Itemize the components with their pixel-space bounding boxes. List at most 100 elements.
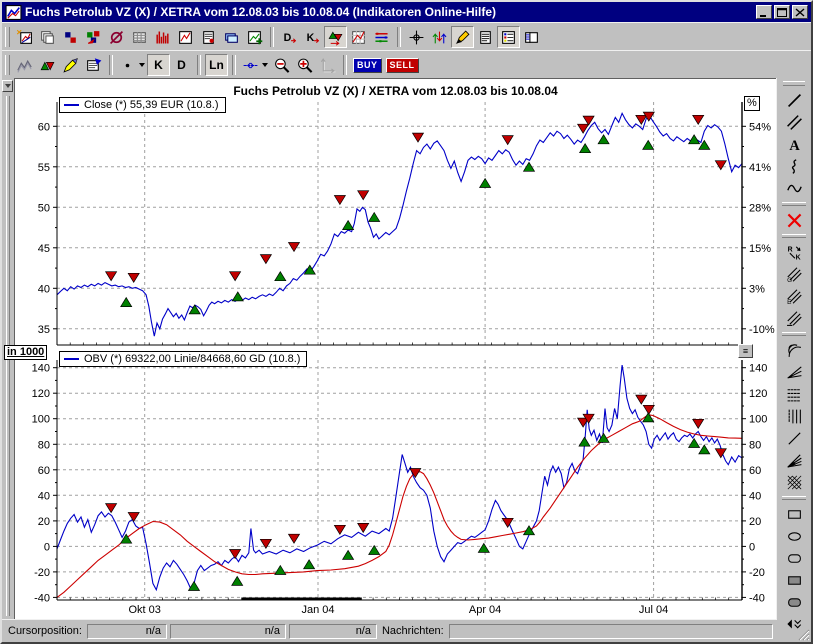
line-sample-icon bbox=[64, 104, 79, 106]
axis-tick-label: 20 bbox=[749, 516, 761, 528]
minimize-button[interactable] bbox=[756, 5, 772, 19]
dropdown-arrow-icon bbox=[262, 63, 268, 67]
buy-button[interactable]: BUY bbox=[351, 54, 384, 76]
axis-tick-label: 55 bbox=[38, 162, 50, 174]
h-zoom-button[interactable] bbox=[240, 54, 270, 76]
arcs-tool-icon[interactable] bbox=[780, 339, 808, 361]
toolbar-chart: K D Ln BUY SELL bbox=[2, 50, 811, 80]
close-button[interactable] bbox=[792, 5, 808, 19]
wave-tool-icon[interactable] bbox=[780, 177, 808, 199]
hatch-lines-tool-icon[interactable] bbox=[780, 307, 808, 329]
chart-grid-icon[interactable] bbox=[347, 26, 370, 48]
copy-chart-icon[interactable] bbox=[36, 26, 59, 48]
sell-signal-icon bbox=[104, 503, 118, 514]
palette-nav-icon[interactable] bbox=[780, 613, 808, 635]
resize-grip-icon[interactable] bbox=[796, 627, 810, 641]
chart-plus-icon[interactable] bbox=[243, 26, 266, 48]
line-style-button[interactable] bbox=[117, 54, 147, 76]
collapse-panel-button[interactable] bbox=[2, 80, 13, 92]
axis-settings-icon[interactable] bbox=[316, 54, 339, 76]
buy-signal-icon bbox=[341, 549, 355, 560]
svg-text:K: K bbox=[307, 32, 315, 44]
rounded-rect-tool-icon[interactable] bbox=[780, 547, 808, 569]
axis-tick-label: 50 bbox=[38, 202, 50, 214]
text-tool-icon[interactable]: A bbox=[780, 133, 808, 155]
layout-panes-icon[interactable] bbox=[520, 26, 543, 48]
indicator-lines-icon[interactable] bbox=[370, 26, 393, 48]
fan-tool-icon[interactable] bbox=[780, 449, 808, 471]
sell-signal-icon bbox=[228, 271, 242, 282]
axis-tick-label: 41% bbox=[749, 162, 771, 174]
arrows-updown-icon[interactable] bbox=[428, 26, 451, 48]
notes-page-icon[interactable] bbox=[474, 26, 497, 48]
price-legend[interactable]: Close (*) 55,39 EUR (10.8.) bbox=[59, 97, 226, 113]
card-stack-icon[interactable] bbox=[220, 26, 243, 48]
zoom-in-icon[interactable] bbox=[293, 54, 316, 76]
toolbar-grip[interactable] bbox=[5, 27, 10, 47]
cursor-position-field-1: n/a bbox=[86, 623, 167, 639]
highlight-pen-icon[interactable] bbox=[59, 54, 82, 76]
axis-tick-label: 3% bbox=[749, 283, 765, 295]
properties-icon[interactable] bbox=[82, 54, 105, 76]
axis-tick-label: 20 bbox=[38, 516, 50, 528]
diagonal-line-tool-icon[interactable] bbox=[780, 427, 808, 449]
chart-type-squares-icon[interactable] bbox=[82, 26, 105, 48]
trendline-tool-icon[interactable] bbox=[780, 89, 808, 111]
zoom-out-icon[interactable] bbox=[270, 54, 293, 76]
d-chart-button[interactable]: D bbox=[170, 54, 193, 76]
volume-bars-icon[interactable] bbox=[151, 26, 174, 48]
portfolio-squares-icon[interactable] bbox=[59, 26, 82, 48]
delete-drawing-icon[interactable] bbox=[780, 209, 808, 231]
line-chart-icon[interactable] bbox=[174, 26, 197, 48]
crosshair-icon[interactable] bbox=[405, 26, 428, 48]
percent-axis-unit: % bbox=[744, 96, 760, 111]
k-period-button[interactable]: K bbox=[301, 26, 324, 48]
d-period-button[interactable]: D bbox=[278, 26, 301, 48]
filled-rounded-rect-tool-icon[interactable] bbox=[780, 591, 808, 613]
axis-tick-label: Jan 04 bbox=[301, 604, 334, 616]
chart-plot[interactable]: 60 54% 55 41% 50 28% 45 15% 40 3% 35 -10% 140 140 120 1… bbox=[15, 79, 780, 623]
buy-signal-icon bbox=[597, 134, 610, 145]
toolbar-separator bbox=[109, 55, 113, 75]
draw-pencil-icon[interactable] bbox=[451, 26, 474, 48]
news-page-icon[interactable] bbox=[197, 26, 220, 48]
gann-tool-icon[interactable]: G bbox=[780, 263, 808, 285]
zigzag-tool-icon[interactable] bbox=[13, 54, 36, 76]
palette-grip[interactable] bbox=[783, 81, 805, 86]
elliott-tool-icon[interactable]: E bbox=[780, 285, 808, 307]
axis-tick-label: 0 bbox=[749, 541, 755, 553]
signals-icon[interactable] bbox=[324, 26, 347, 48]
buy-signal-icon bbox=[368, 544, 381, 555]
no-indicator-icon[interactable] bbox=[105, 26, 128, 48]
filled-rect-tool-icon[interactable] bbox=[780, 569, 808, 591]
sell-signal-icon bbox=[104, 271, 118, 282]
grid-pattern-tool-icon[interactable] bbox=[780, 471, 808, 493]
buy-signal-icon bbox=[231, 291, 244, 302]
toolbar-grip[interactable] bbox=[5, 55, 10, 75]
new-chart-icon[interactable] bbox=[13, 26, 36, 48]
k-chart-button[interactable]: K bbox=[147, 54, 170, 76]
quote-board-icon[interactable] bbox=[128, 26, 151, 48]
maximize-button[interactable] bbox=[774, 5, 790, 19]
fibonacci-lines-tool-icon[interactable] bbox=[780, 383, 808, 405]
obv-legend[interactable]: OBV (*) 69322,00 Linie/84668,60 GD (10.8… bbox=[59, 351, 308, 367]
buy-signal-icon bbox=[120, 533, 133, 544]
axis-tick-label: 28% bbox=[749, 202, 771, 214]
parallel-lines-tool-icon[interactable] bbox=[780, 111, 808, 133]
sell-signal-icon bbox=[333, 524, 347, 535]
sell-button[interactable]: SELL bbox=[384, 54, 421, 76]
rectangle-tool-icon[interactable] bbox=[780, 503, 808, 525]
ln-scale-button[interactable]: Ln bbox=[205, 54, 228, 76]
legend-list-icon[interactable] bbox=[497, 26, 520, 48]
ellipse-tool-icon[interactable] bbox=[780, 525, 808, 547]
sell-signal-icon bbox=[692, 418, 705, 429]
buy-signal-icon bbox=[687, 134, 701, 145]
indicator-panel-menu-button[interactable]: ≡ bbox=[738, 344, 753, 358]
status-bar: Cursorposition: n/a n/a n/a Nachrichten: bbox=[2, 619, 777, 642]
speed-lines-tool-icon[interactable] bbox=[780, 361, 808, 383]
buy-signal-icon bbox=[477, 542, 490, 553]
squiggle-tool-icon[interactable] bbox=[780, 155, 808, 177]
vertical-lines-tool-icon[interactable] bbox=[780, 405, 808, 427]
updown-triangles-icon[interactable] bbox=[36, 54, 59, 76]
